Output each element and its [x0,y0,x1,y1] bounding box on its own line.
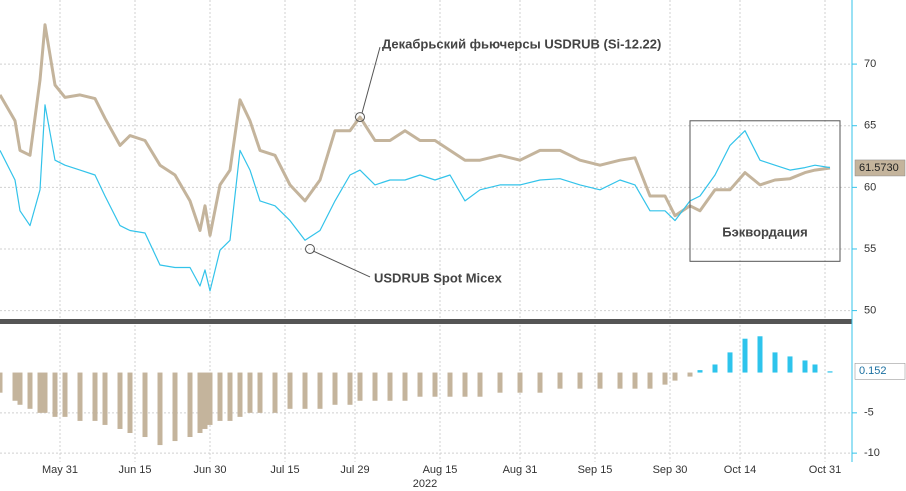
last-value-box [854,159,906,177]
bar [217,372,223,421]
bar [537,372,543,393]
y-tick-label: 60 [864,181,876,193]
x-tick-label: Jun 15 [118,464,151,476]
series-line [0,23,831,237]
bar [432,372,438,397]
bar [0,372,3,393]
bar [672,372,678,381]
bar [632,372,638,389]
bar [142,372,148,438]
bar [757,336,763,373]
bar [517,372,523,393]
bar [227,372,233,421]
x-tick-label: Jul 15 [270,464,299,476]
bar [92,372,98,421]
bar [347,372,353,405]
bar [647,372,653,389]
annotation-marker [355,112,365,123]
y-tick-label: 65 [864,120,876,132]
x-tick-label: May 31 [42,464,78,476]
bar [102,372,108,425]
bar [372,372,378,401]
bar [127,372,133,433]
series-label: USDRUB Spot Micex [374,270,503,285]
bar [197,372,203,433]
y-tick-label: 55 [864,243,876,255]
bar [157,372,163,446]
bar [172,372,178,442]
bar [287,372,293,409]
x-tick-label: Sep 30 [653,464,688,476]
bar [577,372,583,389]
last-value-label: 0.152 [859,365,887,377]
bar [727,352,733,373]
x-tick-label: Oct 31 [809,464,841,476]
bar [687,372,693,377]
series-line [0,104,831,292]
x-tick-label: Aug 15 [423,464,458,476]
bar [447,372,453,397]
annotation-marker [305,243,315,254]
x-tick-label: Oct 14 [724,464,756,476]
bar [247,372,253,413]
x-tick-label: Jul 29 [340,464,369,476]
bar [27,372,33,409]
panel-divider [0,319,852,324]
bar [62,372,68,417]
bar [272,372,278,413]
bar [787,356,793,373]
bar [52,372,58,417]
bar [207,372,213,425]
bar [12,372,18,401]
bar [187,372,193,438]
annotation-leader [312,250,371,278]
bar [42,372,48,413]
annotation-text: Бэквордация [722,225,807,240]
bar [477,372,483,397]
last-value-box [854,363,906,380]
x-tick-label: Jun 30 [193,464,226,476]
bar [387,372,393,401]
x-tick-label: Aug 31 [503,464,538,476]
y-tick-label: -5 [864,407,874,419]
bar [357,372,363,401]
last-value-label: 61.5730 [859,162,899,174]
bar [662,372,668,385]
bar [257,372,263,413]
bar [237,372,243,417]
bar [332,372,338,405]
y-tick-label: -10 [864,447,880,459]
annotation-box [689,120,841,262]
bar [697,370,703,373]
bar [772,352,778,373]
bar [617,372,623,389]
bar [597,372,603,389]
bar [802,360,808,373]
x-tick-label: Sep 15 [578,464,613,476]
y-tick-label: 50 [864,305,876,317]
bar [827,371,833,373]
bar [302,372,308,409]
bar [742,338,748,373]
bar [77,372,83,421]
series-label: Декабрьский фьючерсы USDRUB (Si-12.22) [382,37,661,52]
bar [317,372,323,409]
bar [17,372,23,405]
annotation-leader [361,46,381,114]
bar [812,364,818,373]
bar [557,372,563,389]
bar [202,372,208,429]
bar [117,372,123,429]
bar [712,364,718,373]
bar [402,372,408,401]
bar [497,372,503,393]
y-tick-label: 70 [864,58,876,70]
x-axis-label: 2022 [413,478,437,490]
bar [417,372,423,397]
bar [37,372,43,413]
bar [462,372,468,397]
